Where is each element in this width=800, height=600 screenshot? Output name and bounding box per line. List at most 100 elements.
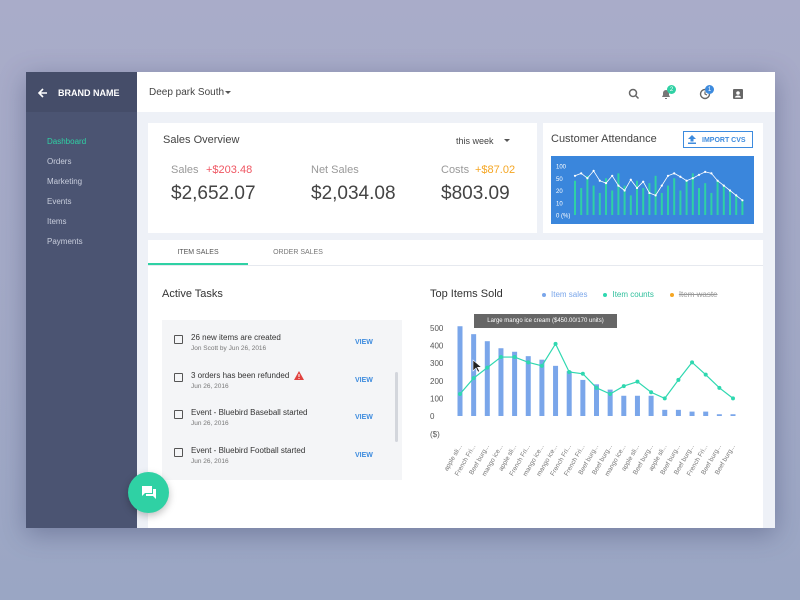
point xyxy=(623,189,626,192)
y-unit: ($) xyxy=(430,430,440,439)
task-action[interactable]: VIEW xyxy=(355,376,373,384)
point xyxy=(621,384,626,389)
checkbox[interactable] xyxy=(174,372,183,382)
nav-item[interactable]: Dashboard xyxy=(47,137,87,146)
point xyxy=(716,179,719,182)
account-icon[interactable] xyxy=(733,89,743,99)
metric-label: Costs xyxy=(441,164,470,176)
bar xyxy=(553,365,559,416)
cursor xyxy=(472,359,483,373)
sidebar-header xyxy=(26,72,137,112)
location[interactable]: Deep park South xyxy=(149,87,225,98)
task-title: Event - Bluebird Baseball started xyxy=(191,408,308,417)
bar xyxy=(594,384,599,416)
bar xyxy=(617,173,620,215)
nav-item[interactable]: Events xyxy=(47,197,72,206)
warning-icon xyxy=(294,370,305,380)
point xyxy=(598,179,601,182)
point xyxy=(608,392,613,396)
y-tick-label: 50 xyxy=(556,177,563,183)
y-tick-label: 0 xyxy=(430,412,435,421)
point xyxy=(635,379,640,384)
nav-item[interactable]: Payments xyxy=(47,237,83,246)
scrollbar[interactable] xyxy=(395,372,398,442)
attendance-chart-bg xyxy=(551,156,754,224)
y-tick-label: 400 xyxy=(430,342,444,351)
y-tick-label: 20 xyxy=(556,189,563,195)
bar xyxy=(689,411,695,416)
task-meta: Jun 26, 2016 xyxy=(191,420,229,427)
bar xyxy=(729,190,731,215)
bar xyxy=(539,359,545,416)
bar xyxy=(675,409,681,416)
chat-icon xyxy=(142,486,156,499)
point xyxy=(635,186,639,190)
bar xyxy=(623,185,626,215)
y-tick-label: 10 xyxy=(556,201,563,207)
bar xyxy=(605,178,607,215)
legend-swatch xyxy=(669,293,674,297)
metric-change: +$203.48 xyxy=(206,164,253,176)
search-icon[interactable] xyxy=(628,88,640,100)
metric-label: Net Sales xyxy=(311,164,359,176)
task-action[interactable]: VIEW xyxy=(355,451,373,459)
y-tick-label: 200 xyxy=(430,377,444,386)
point xyxy=(586,177,589,180)
bar xyxy=(741,200,744,215)
metric-value: $803.09 xyxy=(441,183,510,204)
point xyxy=(703,372,708,377)
bar xyxy=(525,356,531,416)
badge xyxy=(705,85,714,94)
bar xyxy=(621,395,627,416)
point xyxy=(710,172,713,175)
y-tick-label: 100 xyxy=(556,165,567,171)
bar xyxy=(710,192,713,215)
task-meta: Jon Scott by Jun 26, 2016 xyxy=(191,345,267,352)
point xyxy=(611,174,614,177)
point xyxy=(697,173,701,176)
point xyxy=(580,172,583,175)
import-button[interactable] xyxy=(683,131,753,148)
bar xyxy=(580,379,586,416)
bar xyxy=(484,341,490,416)
bar xyxy=(679,190,682,215)
button-label: IMPORT CVS xyxy=(702,137,746,144)
point xyxy=(704,170,707,173)
checkbox[interactable] xyxy=(174,447,183,457)
checkbox[interactable] xyxy=(174,335,183,344)
point xyxy=(642,180,645,183)
bar xyxy=(642,188,645,215)
task-title: 26 new items are created xyxy=(191,333,281,342)
task-action[interactable]: VIEW xyxy=(355,339,373,346)
back-icon[interactable] xyxy=(37,87,49,99)
point xyxy=(728,189,732,192)
dropdown-icon xyxy=(504,139,510,142)
chart-title: Top Items Sold xyxy=(430,288,503,300)
point xyxy=(580,371,585,376)
checkbox[interactable] xyxy=(174,410,183,419)
y-tick-label: 100 xyxy=(430,394,444,403)
tab[interactable]: ITEM SALES xyxy=(177,249,219,256)
task-meta: Jun 26, 2016 xyxy=(191,382,229,390)
line xyxy=(574,170,743,201)
bar xyxy=(592,185,595,215)
point xyxy=(567,370,572,374)
point xyxy=(741,199,744,202)
point xyxy=(735,194,738,197)
nav-item[interactable]: Orders xyxy=(47,157,72,166)
card-title: Customer Attendance xyxy=(551,133,657,145)
bar xyxy=(512,351,518,416)
point xyxy=(553,341,558,346)
legend-label[interactable]: Item counts xyxy=(612,290,654,299)
bar xyxy=(660,192,663,215)
period[interactable]: this week xyxy=(456,136,494,146)
tab[interactable]: ORDER SALES xyxy=(273,249,323,256)
point xyxy=(592,169,595,172)
nav-item[interactable]: Items xyxy=(47,217,67,226)
y-tick-label: 500 xyxy=(430,324,444,333)
legend-label[interactable]: Item sales xyxy=(551,290,588,299)
nav-item[interactable]: Marketing xyxy=(47,177,83,186)
legend-label[interactable]: Item waste xyxy=(678,290,718,299)
task-action[interactable]: VIEW xyxy=(355,414,373,421)
bar xyxy=(574,180,576,215)
